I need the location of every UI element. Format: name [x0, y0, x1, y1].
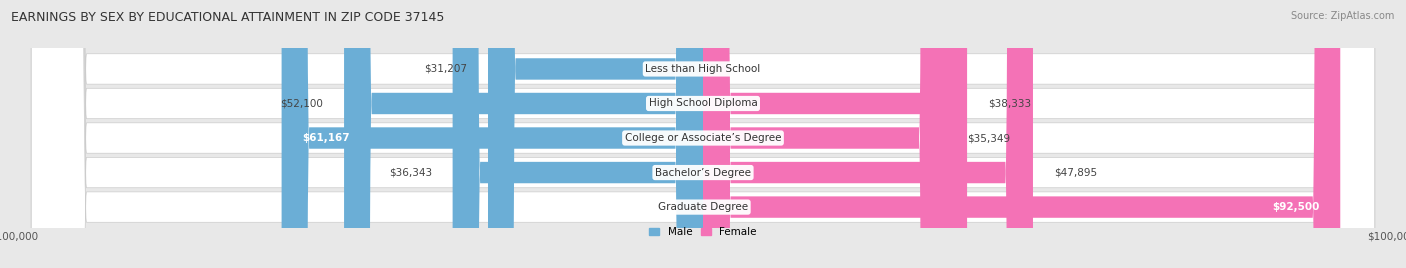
- FancyBboxPatch shape: [344, 0, 703, 268]
- Text: $61,167: $61,167: [302, 133, 350, 143]
- FancyBboxPatch shape: [453, 0, 703, 268]
- FancyBboxPatch shape: [31, 0, 1375, 268]
- FancyBboxPatch shape: [31, 0, 1375, 268]
- Text: $0: $0: [690, 202, 703, 212]
- Text: Less than High School: Less than High School: [645, 64, 761, 74]
- FancyBboxPatch shape: [281, 0, 703, 268]
- Text: $47,895: $47,895: [1053, 168, 1097, 178]
- Text: $36,343: $36,343: [389, 168, 432, 178]
- Text: Bachelor’s Degree: Bachelor’s Degree: [655, 168, 751, 178]
- Text: Graduate Degree: Graduate Degree: [658, 202, 748, 212]
- Text: High School Diploma: High School Diploma: [648, 98, 758, 109]
- Text: $52,100: $52,100: [281, 98, 323, 109]
- FancyBboxPatch shape: [703, 0, 946, 268]
- Legend: Male, Female: Male, Female: [650, 227, 756, 237]
- FancyBboxPatch shape: [703, 0, 967, 268]
- Text: $0: $0: [703, 64, 716, 74]
- Text: $31,207: $31,207: [425, 64, 467, 74]
- FancyBboxPatch shape: [703, 0, 1033, 268]
- Text: $38,333: $38,333: [988, 98, 1031, 109]
- FancyBboxPatch shape: [488, 0, 703, 268]
- FancyBboxPatch shape: [31, 0, 1375, 268]
- FancyBboxPatch shape: [703, 0, 1340, 268]
- FancyBboxPatch shape: [31, 0, 1375, 268]
- Text: EARNINGS BY SEX BY EDUCATIONAL ATTAINMENT IN ZIP CODE 37145: EARNINGS BY SEX BY EDUCATIONAL ATTAINMEN…: [11, 11, 444, 24]
- Text: Source: ZipAtlas.com: Source: ZipAtlas.com: [1291, 11, 1395, 21]
- FancyBboxPatch shape: [31, 0, 1375, 268]
- Text: $35,349: $35,349: [967, 133, 1011, 143]
- Text: $92,500: $92,500: [1272, 202, 1320, 212]
- Text: College or Associate’s Degree: College or Associate’s Degree: [624, 133, 782, 143]
